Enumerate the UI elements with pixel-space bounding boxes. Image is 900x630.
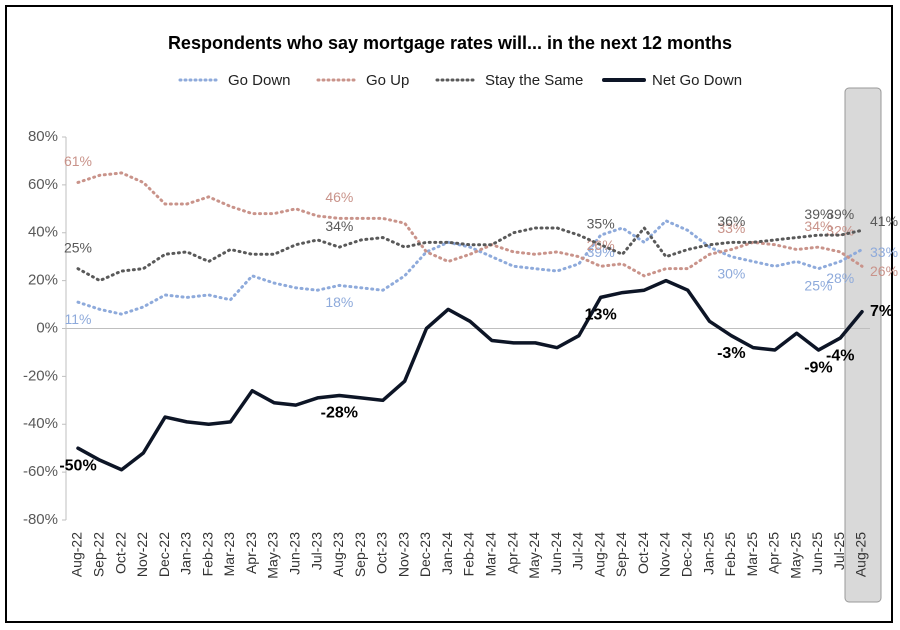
data-label: 13% [585, 307, 617, 324]
legend-label: Go Down [228, 72, 291, 89]
x-tick-label: Feb-23 [199, 532, 215, 577]
data-label: 18% [325, 294, 353, 310]
series-line [76, 171, 864, 278]
series-line [76, 226, 864, 283]
data-label: 39% [804, 206, 832, 222]
data-label: 32% [826, 223, 854, 239]
x-tick-label: Apr-25 [766, 532, 782, 574]
x-tick-label: Aug-22 [69, 532, 85, 577]
x-tick-label: Mar-25 [744, 532, 760, 577]
x-tick-label: Aug-24 [591, 532, 607, 577]
x-tick-label: Jan-25 [700, 532, 716, 575]
x-tick-label: Mar-24 [482, 532, 498, 577]
x-tick-label: Feb-24 [461, 532, 477, 577]
data-label: 41% [870, 213, 898, 229]
x-tick-label: Dec-22 [156, 532, 172, 577]
data-label: -3% [717, 345, 745, 362]
data-label: 26% [870, 263, 898, 279]
data-label: 36% [717, 213, 745, 229]
data-label: 7% [870, 303, 893, 320]
y-tick-label: 0% [36, 319, 58, 336]
y-tick-label: 60% [28, 176, 58, 193]
frame [5, 5, 893, 623]
data-label: -50% [59, 457, 96, 474]
x-tick-label: Jan-23 [178, 532, 194, 575]
x-tick-label: Nov-22 [134, 532, 150, 577]
data-label: -9% [804, 359, 832, 376]
data-label: 35% [587, 215, 615, 231]
data-label: 61% [64, 153, 92, 169]
x-tick-label: Sep-22 [90, 532, 106, 577]
y-tick-label: 40% [28, 224, 58, 241]
data-label: 25% [64, 239, 92, 255]
series-line [76, 278, 864, 472]
data-label: -28% [321, 405, 358, 422]
data-label: 25% [804, 277, 832, 293]
data-label: 11% [65, 311, 92, 327]
x-tick-label: Jan-24 [439, 532, 455, 575]
data-label: 28% [826, 270, 854, 286]
x-tick-label: Jul-25 [831, 532, 847, 570]
x-tick-label: Nov-23 [395, 532, 411, 577]
x-tick-label: Dec-23 [417, 532, 433, 577]
legend-label: Net Go Down [652, 72, 742, 89]
chart-title: Respondents who say mortgage rates will.… [168, 33, 732, 53]
x-tick-label: May-23 [265, 532, 281, 579]
legend-label: Stay the Same [485, 72, 583, 89]
x-tick-label: Aug-25 [853, 532, 869, 577]
x-tick-label: Oct-22 [112, 532, 128, 574]
y-tick-label: 80% [28, 128, 58, 145]
x-tick-label: Jun-25 [809, 532, 825, 575]
x-tick-label: Apr-23 [243, 532, 259, 574]
x-tick-label: Sep-23 [352, 532, 368, 577]
x-tick-label: Oct-24 [635, 532, 651, 574]
data-label: -4% [826, 347, 854, 364]
x-tick-label: Jun-24 [548, 532, 564, 575]
x-tick-label: Jul-23 [308, 532, 324, 570]
x-tick-label: May-24 [526, 532, 542, 579]
x-tick-label: Mar-23 [221, 532, 237, 577]
data-label: 34% [325, 218, 353, 234]
data-label: 33% [717, 220, 745, 236]
y-tick-label: -40% [23, 415, 58, 432]
x-tick-label: Jun-23 [286, 532, 302, 575]
data-label: 46% [325, 189, 353, 205]
data-label: 33% [870, 244, 898, 260]
y-tick-label: -80% [23, 511, 58, 528]
data-label: 30% [717, 265, 745, 281]
highlight-box [844, 87, 882, 603]
x-tick-label: Apr-24 [504, 532, 520, 574]
x-tick-label: Nov-24 [657, 532, 673, 577]
x-tick-label: May-25 [787, 532, 803, 579]
x-tick-label: Jul-24 [570, 532, 586, 570]
x-tick-label: Dec-24 [678, 532, 694, 577]
data-label: 34% [804, 218, 832, 234]
legend-label: Go Up [366, 72, 409, 89]
y-tick-label: -20% [23, 367, 58, 384]
data-label: 39% [826, 206, 854, 222]
x-tick-label: Oct-23 [374, 532, 390, 574]
y-tick-label: 20% [28, 272, 58, 289]
x-tick-label: Sep-24 [613, 532, 629, 577]
series-line [76, 219, 864, 316]
y-tick-label: -60% [23, 463, 58, 480]
x-tick-label: Aug-23 [330, 532, 346, 577]
x-tick-label: Feb-25 [722, 532, 738, 577]
